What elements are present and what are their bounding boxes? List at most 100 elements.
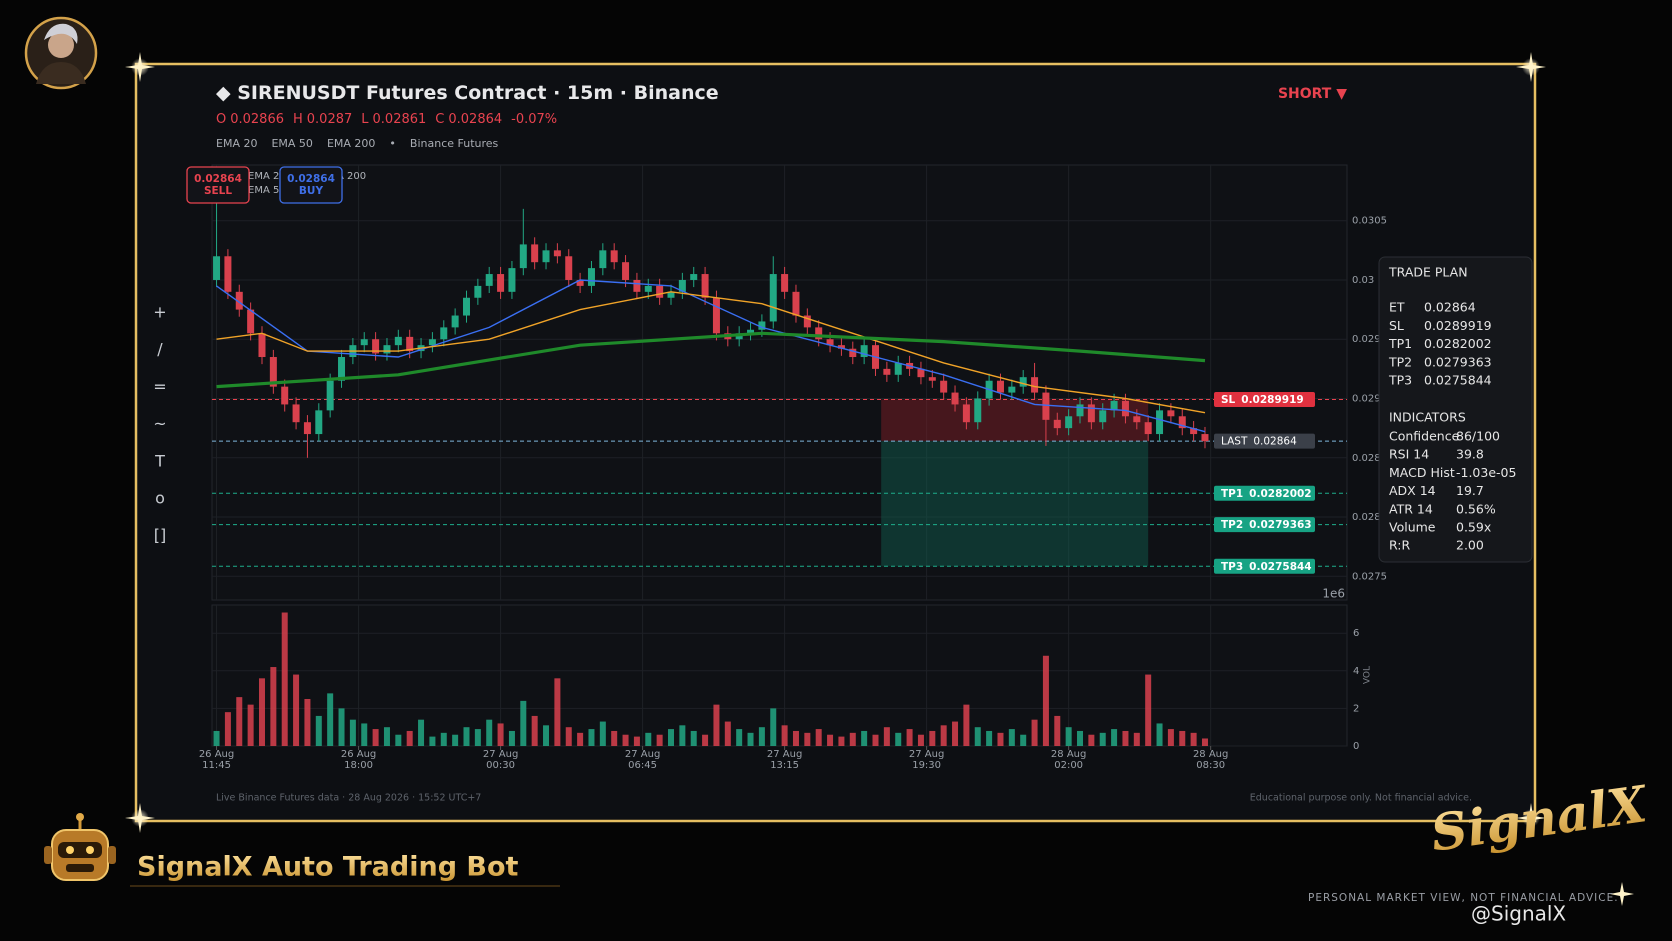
indicator-label: MACD Hist <box>1389 465 1455 480</box>
candle-body <box>928 377 936 381</box>
volume-bar <box>1020 734 1027 746</box>
volume-bar <box>1054 715 1061 746</box>
candle-body <box>996 380 1004 393</box>
volume-bar <box>838 736 845 746</box>
candle-body <box>894 362 902 375</box>
plan-value: 0.0279363 <box>1424 354 1492 369</box>
candle-body <box>599 250 607 269</box>
candle-body <box>1110 400 1118 411</box>
candle-body <box>462 297 470 316</box>
candle-body <box>849 348 857 358</box>
volume-bar <box>747 732 754 746</box>
ohlc-readout: O 0.02866 H 0.0287 L 0.02861 C 0.02864 -0.07% <box>216 112 557 127</box>
trade-plan-panel <box>1378 256 1533 563</box>
volume-tick-label: 2 <box>1353 703 1359 714</box>
volume-bar <box>974 727 981 746</box>
plan-label: SL <box>1389 318 1404 333</box>
diamond: ◆ <box>216 82 237 104</box>
candle-body <box>644 285 652 292</box>
side: SHORT <box>1278 86 1332 102</box>
volume-tick-label: 6 <box>1353 628 1359 639</box>
volume-bar <box>1077 730 1084 746</box>
volume-bar <box>611 730 618 746</box>
candle-body <box>440 327 448 340</box>
exchange: Binance <box>634 82 719 104</box>
volume-bar <box>622 734 629 746</box>
indicator-value: 19.7 <box>1456 483 1484 498</box>
panel-title: INDICATORS <box>1389 410 1466 425</box>
level-label: TP1 0.0282002 <box>1221 488 1312 500</box>
volume-bar <box>895 732 902 746</box>
robot-icon <box>44 813 116 881</box>
tool-button: + <box>153 303 166 322</box>
tool-button: ~ <box>153 414 166 433</box>
quote-price: 0.02864 <box>287 173 335 185</box>
volume-bar <box>1065 727 1072 746</box>
offset-label: 1e6 <box>1322 587 1345 601</box>
candle-body <box>315 410 323 435</box>
volume-bar <box>815 729 822 746</box>
indicator-legend: EMA 20 EMA 50 EMA 200 • Binance Futures <box>216 137 499 150</box>
volume-bar <box>883 727 890 746</box>
interval: 15m <box>567 82 613 104</box>
candle-body <box>622 262 630 280</box>
candle-body <box>1019 377 1027 387</box>
volume-bar <box>758 727 765 746</box>
volume-bar <box>872 734 879 746</box>
candle-body <box>860 345 868 358</box>
volume-bar <box>952 721 959 746</box>
volume-bar <box>1122 730 1129 746</box>
level-value: 0.0275844 <box>1249 561 1311 573</box>
readout-value: 0.02864 <box>448 112 502 127</box>
candle-body <box>1008 386 1016 393</box>
candle-body <box>1031 377 1039 393</box>
tool-button: = <box>153 377 166 396</box>
volume-bar <box>429 736 436 746</box>
volume-bar <box>543 725 550 746</box>
level-label: TP2 0.0279363 <box>1221 519 1312 531</box>
side-indicator: SHORT ▼ <box>1278 86 1347 102</box>
volume-bar <box>986 730 993 746</box>
candle-body <box>474 285 482 298</box>
volume-bar <box>258 678 265 746</box>
readout-value: 0.02861 <box>373 112 427 127</box>
volume-bar <box>1156 723 1163 746</box>
indicator-value: -1.03e-05 <box>1456 465 1516 480</box>
plan-label: ET <box>1389 300 1405 315</box>
candle-body <box>1121 400 1129 417</box>
candle-body <box>247 309 255 334</box>
plan-value: 0.0289919 <box>1424 318 1492 333</box>
x-tick-label: 26 Aug 11:45 <box>198 749 235 771</box>
candle-body <box>281 386 289 405</box>
level-name: TP1 <box>1221 488 1243 500</box>
x-tick-label: 27 Aug 06:45 <box>624 749 661 771</box>
candle-body <box>633 279 641 292</box>
quote-box <box>279 166 343 204</box>
x-tick-label: 28 Aug 02:00 <box>1050 749 1087 771</box>
volume-bar <box>1088 734 1095 746</box>
volume-bar <box>315 715 322 746</box>
candle-body <box>712 297 720 334</box>
volume-bar <box>213 730 220 746</box>
volume-bar <box>1099 732 1106 746</box>
plan-label: TP3 <box>1388 373 1412 388</box>
x-tick-label: 26 Aug 18:00 <box>340 749 377 771</box>
candle-body <box>565 256 573 280</box>
volume-bar <box>565 727 572 746</box>
readout-label: C <box>435 112 444 127</box>
volume-bar <box>361 723 368 746</box>
volume-bar <box>713 704 720 746</box>
level-label: SL 0.0289919 <box>1221 394 1304 406</box>
candle-body <box>1099 410 1107 423</box>
level-label-box <box>1214 517 1315 533</box>
candle-body <box>803 315 811 328</box>
volume-bar <box>463 727 470 746</box>
volume-bar <box>792 730 799 746</box>
candle-body <box>383 345 391 354</box>
indicator-label: ADX 14 <box>1389 483 1436 498</box>
candle-body <box>917 368 925 378</box>
tool-button: [] <box>154 526 166 545</box>
level-value: 0.0289919 <box>1241 394 1303 406</box>
volume-bar <box>849 732 856 746</box>
